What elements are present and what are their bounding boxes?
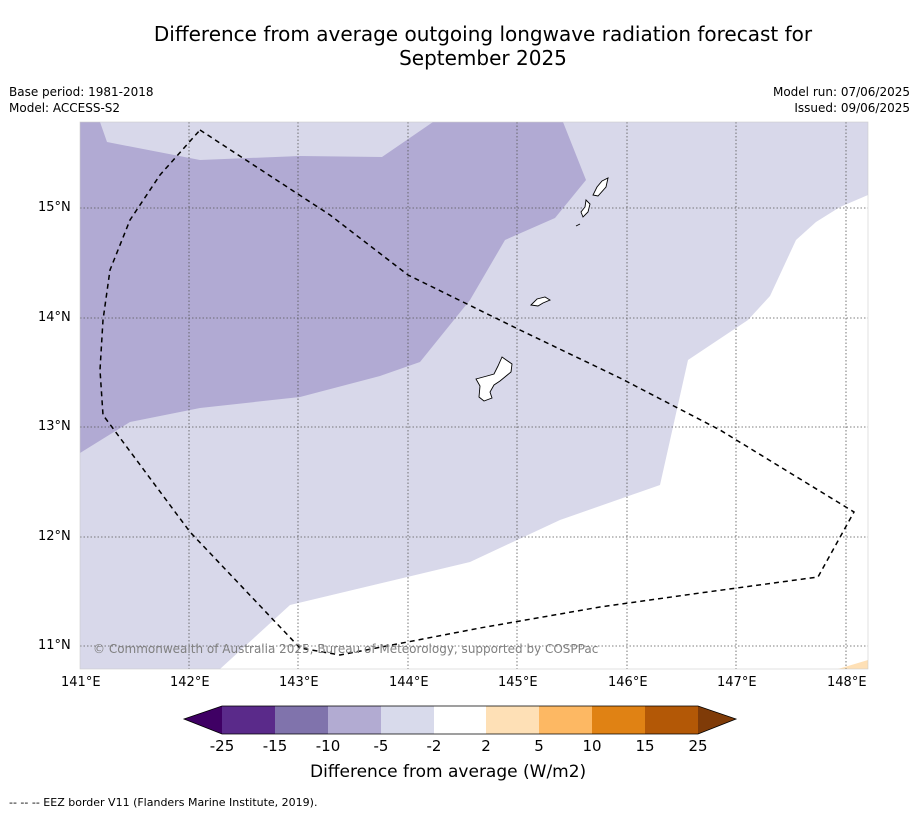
- colorbar-segment: [328, 706, 381, 734]
- lon-tick: 141°E: [61, 676, 101, 690]
- colorbar-arrow-high: [698, 706, 736, 734]
- lon-tick: 143°E: [279, 676, 319, 690]
- colorbar-label: -5: [374, 738, 389, 754]
- colorbar-segment: [222, 706, 275, 734]
- colorbar-label: -2: [427, 738, 442, 754]
- lat-tick: 12°N: [38, 530, 71, 544]
- lon-tick: 145°E: [498, 676, 538, 690]
- lon-tick: 147°E: [717, 676, 757, 690]
- colorbar-segment: [434, 706, 486, 734]
- colorbar-label: 2: [481, 738, 491, 754]
- colorbar-label: -10: [316, 738, 341, 754]
- map-svg: [0, 0, 919, 816]
- lat-tick: 13°N: [38, 420, 71, 434]
- lat-tick: 15°N: [38, 201, 71, 215]
- copyright-notice: © Commonwealth of Australia 2025, Bureau…: [93, 642, 598, 656]
- lon-tick: 142°E: [170, 676, 210, 690]
- colorbar-label: -25: [210, 738, 235, 754]
- lon-tick: 148°E: [827, 676, 867, 690]
- colorbar-label: 5: [534, 738, 544, 754]
- colorbar-segment: [645, 706, 698, 734]
- colorbar-label: 15: [635, 738, 654, 754]
- colorbar: [184, 706, 736, 734]
- colorbar-label: -15: [263, 738, 288, 754]
- colorbar-label: 10: [582, 738, 601, 754]
- lat-tick: 14°N: [38, 311, 71, 325]
- colorbar-arrow-low: [184, 706, 222, 734]
- eez-footnote: -- -- -- EEZ border V11 (Flanders Marine…: [9, 796, 317, 810]
- colorbar-title: Difference from average (W/m2): [310, 762, 586, 782]
- colorbar-segment: [275, 706, 328, 734]
- lon-tick: 144°E: [389, 676, 429, 690]
- lon-tick: 146°E: [608, 676, 648, 690]
- colorbar-segment: [381, 706, 434, 734]
- colorbar-label: 25: [688, 738, 707, 754]
- lat-tick: 11°N: [38, 639, 71, 653]
- colorbar-segment: [592, 706, 645, 734]
- colorbar-segment: [486, 706, 539, 734]
- colorbar-segment: [539, 706, 592, 734]
